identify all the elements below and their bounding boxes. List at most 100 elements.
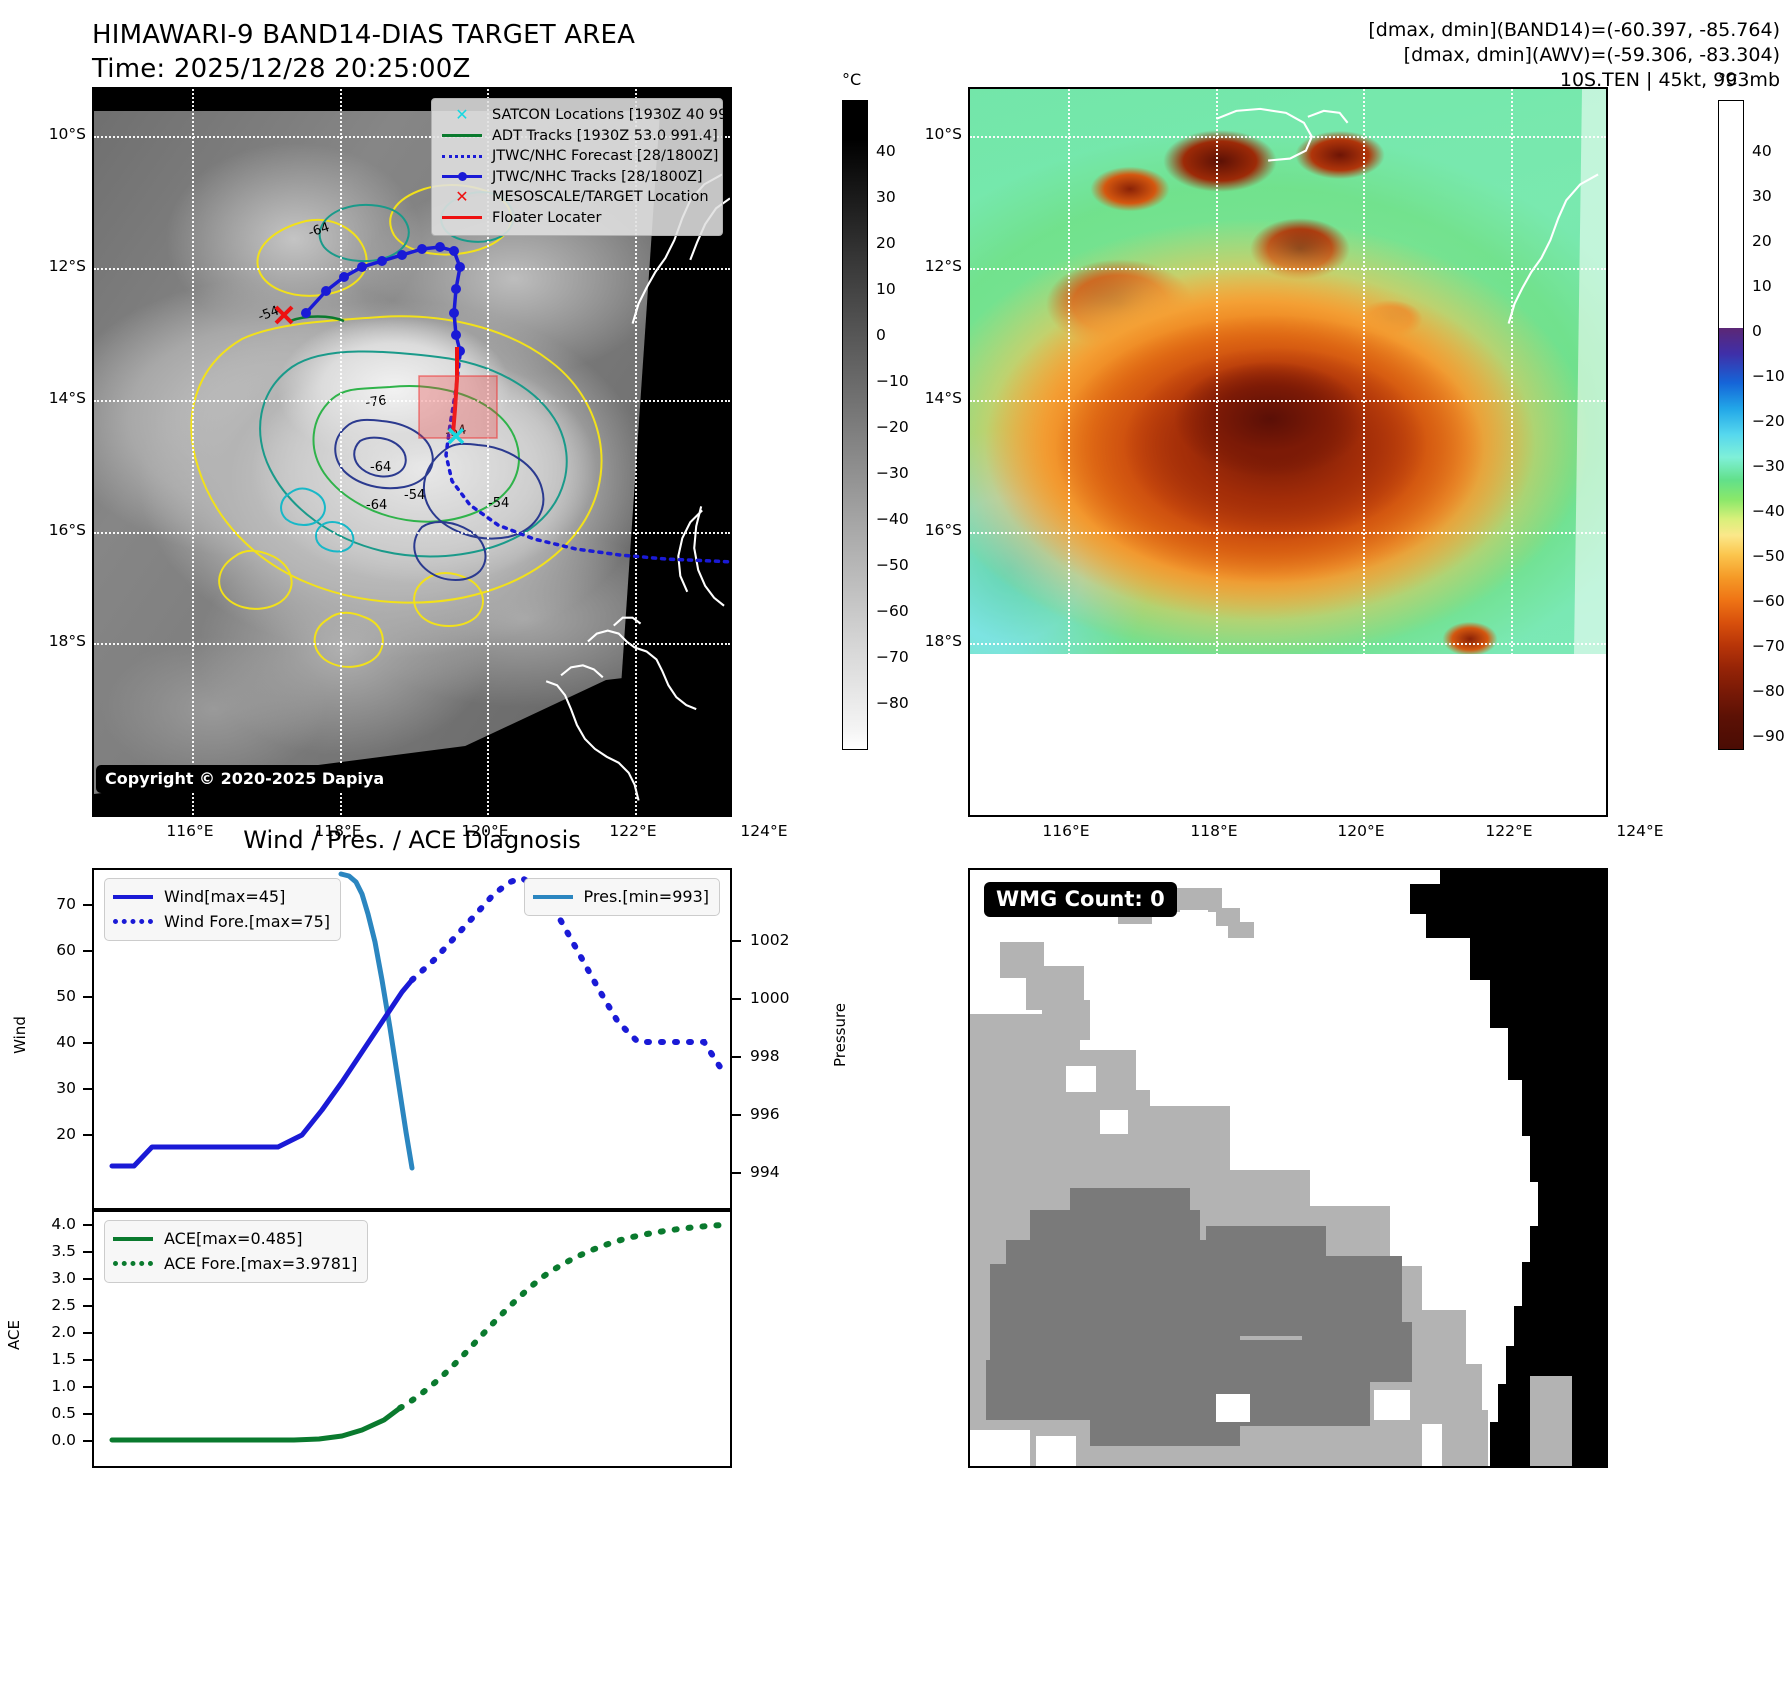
ace-y-tick: 4.0 — [51, 1215, 76, 1233]
satcon-x-icon: ✕ — [455, 105, 469, 125]
ace-axis-label: ACE — [5, 1320, 23, 1350]
ir-lat-tick: 12°S — [48, 257, 86, 275]
wind-y-tick: 50 — [56, 987, 76, 1005]
awv-colorbar-tick: −80 — [1752, 682, 1785, 700]
copyright-badge: Copyright © 2020-2025 Dapiya — [96, 765, 394, 793]
legend-item-adt: ADT Tracks [1930Z 53.0 991.4] — [440, 126, 718, 147]
page-title-line2: Time: 2025/12/28 20:25:00Z — [92, 54, 471, 84]
awv-lon-tick: 122°E — [1485, 822, 1533, 840]
stat-awv-range: [dmax, dmin](AWV)=(-59.306, -83.304) — [1403, 44, 1780, 66]
wmg-mask-bitmap — [970, 870, 1606, 1466]
legend-item-ace-forecast: ACE Fore.[max=3.9781] — [113, 1251, 357, 1276]
ir-colorbar-tick: −50 — [876, 556, 909, 574]
ir-colorbar-tick: −10 — [876, 372, 909, 390]
awv-colorbar-tick: −30 — [1752, 457, 1785, 475]
awv-satellite-panel[interactable] — [968, 87, 1608, 817]
ir-colorbar-tick: −30 — [876, 464, 909, 482]
ir-lat-axis: 10°S 12°S 14°S 16°S 18°S — [0, 87, 86, 817]
wind-chart-legend[interactable]: Wind[max=45] Wind Fore.[max=75] — [104, 878, 341, 941]
ace-y-tick: 1.5 — [51, 1350, 76, 1368]
diagnosis-section-title-text: Wind / Pres. / ACE Diagnosis — [243, 826, 581, 854]
ir-colorbar-tick: −80 — [876, 694, 909, 712]
awv-colorbar-gradient — [1718, 100, 1744, 750]
svg-text:-64: -64 — [366, 498, 387, 513]
ir-map-legend[interactable]: ✕ SATCON Locations [1930Z 40 996] ADT Tr… — [431, 98, 730, 236]
wmg-mask-panel[interactable]: WMG Count: 0 — [968, 868, 1608, 1468]
ir-colorbar-tick: −60 — [876, 602, 909, 620]
legend-label-wind: Wind[max=45] — [164, 886, 286, 906]
awv-lat-tick: 16°S — [924, 521, 962, 539]
ir-colorbar-tick: 30 — [876, 188, 896, 206]
awv-colorbar-tick: −90 — [1752, 727, 1785, 745]
awv-lat-tick: 14°S — [924, 389, 962, 407]
ace-y-tick: 3.0 — [51, 1269, 76, 1287]
wind-pressure-chart[interactable]: Wind[max=45] Wind Fore.[max=75] Pres.[mi… — [92, 868, 732, 1210]
pressure-y-axis: 1002 1000 998 996 994 Pressure — [732, 868, 852, 1210]
awv-lon-axis: 116°E 118°E 120°E 122°E 124°E — [968, 822, 1663, 850]
wind-y-tick: 70 — [56, 895, 76, 913]
ir-lon-tick: 120°E — [461, 822, 509, 840]
gridline-lat-16 — [94, 532, 730, 534]
legend-label-adt: ADT Tracks [1930Z 53.0 991.4] — [492, 127, 718, 144]
legend-label-wind-forecast: Wind Fore.[max=75] — [164, 911, 330, 931]
wmg-count-badge: WMG Count: 0 — [984, 882, 1177, 917]
ir-colorbar-unit: °C — [842, 70, 862, 89]
ir-colorbar[interactable]: °C 40 30 20 10 0 −10 −20 −30 −40 −50 −60… — [842, 70, 962, 758]
awv-colorbar-tick: −50 — [1752, 547, 1785, 565]
ir-lon-tick: 118°E — [314, 822, 362, 840]
awv-colorbar-tick: 10 — [1752, 277, 1772, 295]
awv-colorbar-tick: −40 — [1752, 502, 1785, 520]
svg-text:-76: -76 — [364, 393, 387, 411]
page-title-line1: HIMAWARI-9 BAND14-DIAS TARGET AREA — [92, 20, 636, 50]
pressure-line-icon — [532, 894, 575, 899]
stat-band14-range: [dmax, dmin](BAND14)=(-60.397, -85.764) — [1368, 19, 1780, 41]
pressure-y-tick: 1002 — [750, 931, 790, 949]
awv-gridline-lat-16 — [970, 532, 1606, 534]
ir-colorbar-tick: −20 — [876, 418, 909, 436]
ace-y-tick: 1.0 — [51, 1377, 76, 1395]
ace-y-tick: 2.5 — [51, 1296, 76, 1314]
forecast-dotted-line-icon — [440, 154, 484, 158]
awv-colorbar-tick: −10 — [1752, 367, 1785, 385]
wind-line-icon — [113, 894, 155, 899]
ir-colorbar-tick: 20 — [876, 234, 896, 252]
awv-lat-tick: 12°S — [924, 257, 962, 275]
ace-y-tick: 0.5 — [51, 1404, 76, 1422]
mesoscale-x-icon: ✕ — [455, 187, 469, 207]
wind-y-tick: 30 — [56, 1079, 76, 1097]
ir-lon-tick: 124°E — [740, 822, 788, 840]
ace-line-icon — [113, 1236, 155, 1241]
pressure-y-tick: 998 — [750, 1047, 780, 1065]
svg-text:-54: -54 — [404, 488, 425, 503]
awv-colorbar[interactable]: °C 40 30 20 10 0 −10 −20 −30 −40 −50 −60… — [1718, 70, 1792, 758]
ace-y-axis: 4.0 3.5 3.0 2.5 2.0 1.5 1.0 0.5 0.0 ACE — [0, 1210, 92, 1468]
page-title: HIMAWARI-9 BAND14-DIAS TARGET AREA Time:… — [92, 18, 635, 86]
awv-lon-tick: 116°E — [1042, 822, 1090, 840]
storm-tracks-overlay — [274, 242, 730, 564]
svg-text:-54: -54 — [488, 496, 509, 511]
ir-lat-tick: 14°S — [48, 389, 86, 407]
ace-chart-legend[interactable]: ACE[max=0.485] ACE Fore.[max=3.9781] — [104, 1220, 369, 1283]
awv-colorbar-tick: 30 — [1752, 187, 1772, 205]
ir-satellite-panel[interactable]: -64 -54 -76 -64 -54 -64 -54 -54 — [92, 87, 732, 817]
adt-line-icon — [440, 134, 484, 138]
legend-item-floater: Floater Locater — [440, 208, 714, 229]
ir-lat-tick: 18°S — [48, 632, 86, 650]
ace-chart[interactable]: ACE[max=0.485] ACE Fore.[max=3.9781] — [92, 1210, 732, 1468]
gridline-lon-122 — [635, 89, 637, 815]
ace-y-tick: 0.0 — [51, 1431, 76, 1449]
wind-y-axis: 70 60 50 40 30 20 Wind — [0, 868, 92, 1210]
ace-forecast-dotted-icon — [113, 1261, 155, 1266]
ir-lon-axis: 116°E 118°E 120°E 122°E 124°E — [92, 822, 787, 850]
pressure-chart-legend[interactable]: Pres.[min=993] — [523, 878, 720, 916]
legend-label-jtwc-tracks: JTWC/NHC Tracks [28/1800Z] — [492, 168, 703, 185]
ir-colorbar-tick: 0 — [876, 326, 886, 344]
ir-colorbar-gradient — [842, 100, 868, 750]
awv-colorbar-tick: −60 — [1752, 592, 1785, 610]
awv-gridline-lon-116 — [1068, 89, 1070, 815]
gridline-lat-12 — [94, 268, 730, 270]
awv-colorbar-tick: 0 — [1752, 322, 1762, 340]
ir-lat-tick: 10°S — [48, 125, 86, 143]
ir-lat-tick: 16°S — [48, 521, 86, 539]
awv-colorbar-unit: °C — [1718, 70, 1738, 89]
